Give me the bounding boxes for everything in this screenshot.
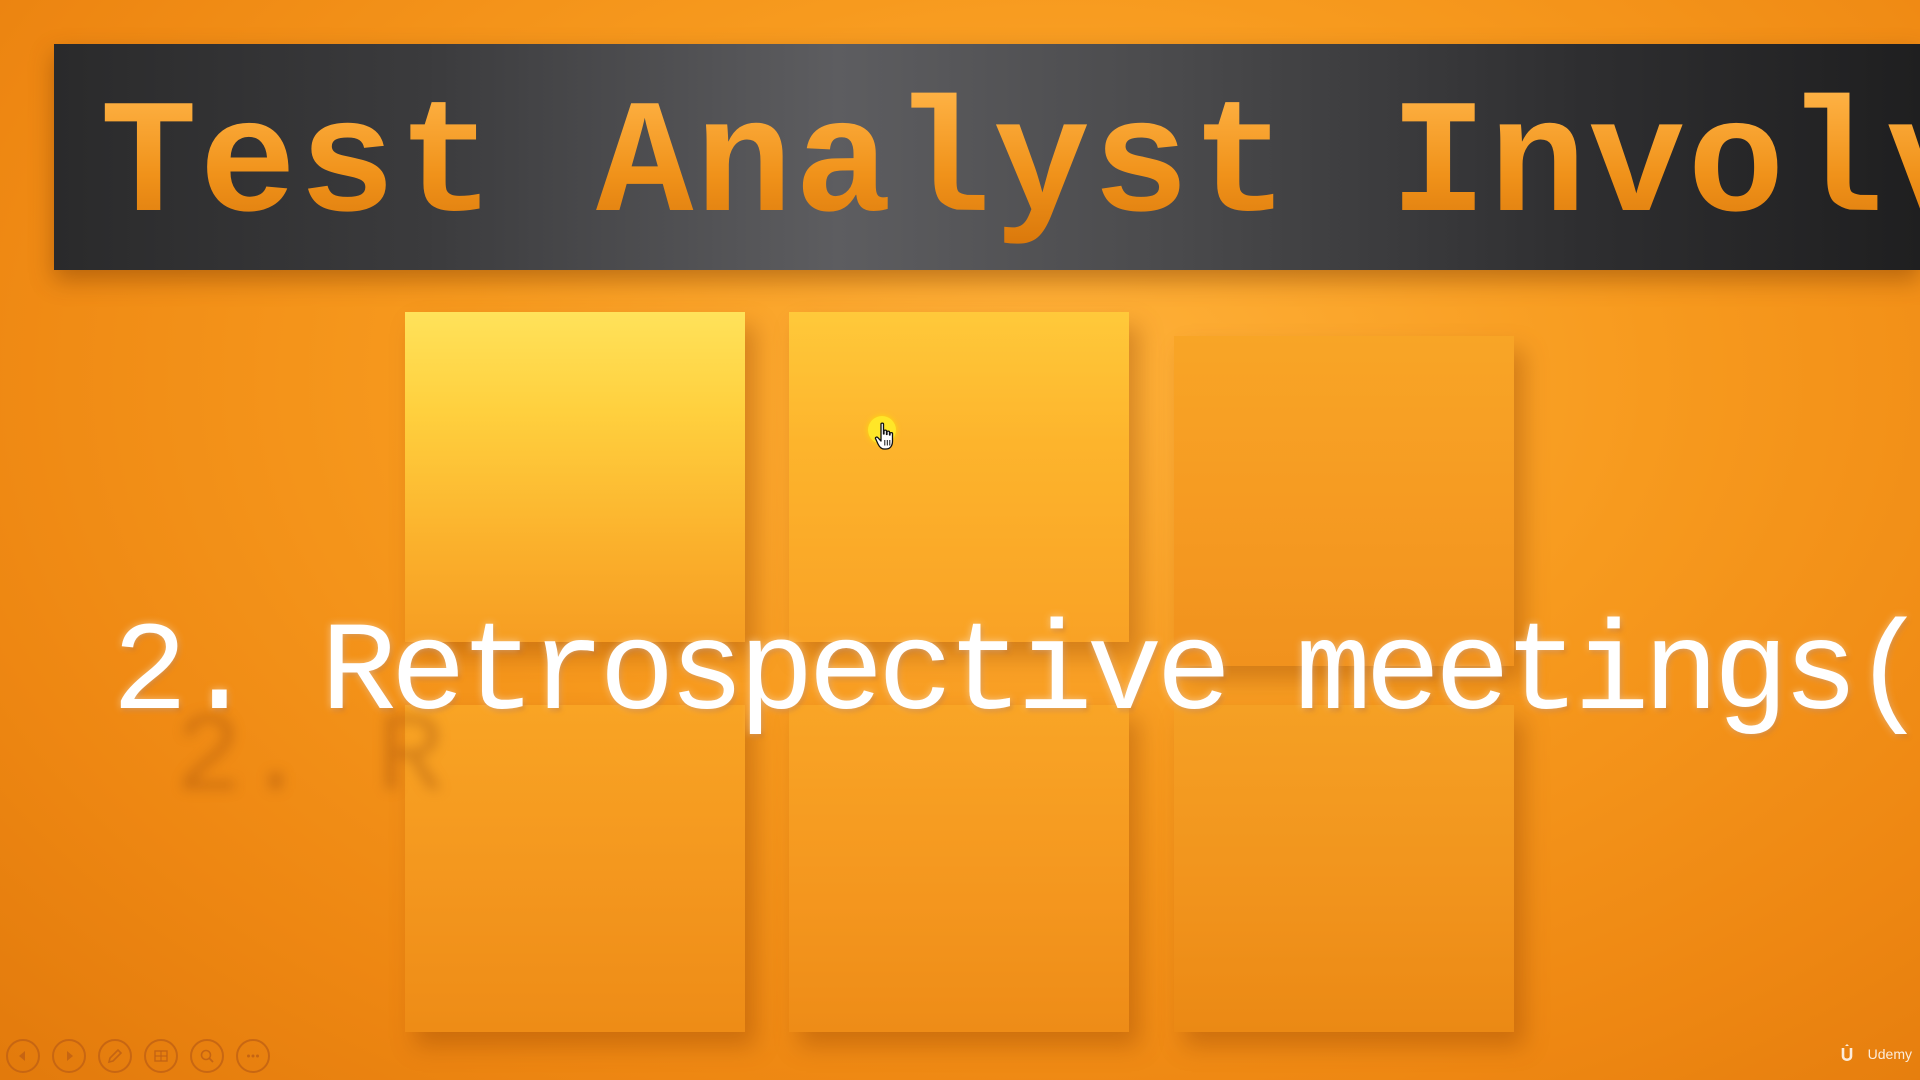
more-options-button[interactable]: [236, 1039, 270, 1073]
zoom-button[interactable]: [190, 1039, 224, 1073]
slide-title: Test Analyst Involvement: [100, 86, 1920, 248]
previous-slide-button[interactable]: [6, 1039, 40, 1073]
decorative-tile: [1174, 705, 1514, 1032]
arrow-left-icon: [19, 1051, 25, 1061]
next-slide-button[interactable]: [52, 1039, 86, 1073]
slide-bullet-text: 2. Retrospective meetings(“lessons: [112, 603, 1920, 746]
see-all-slides-button[interactable]: [144, 1039, 178, 1073]
udemy-brand-label: Udemy: [1867, 1046, 1912, 1062]
decorative-tile: [1174, 336, 1514, 666]
pen-icon: [107, 1048, 123, 1064]
slideshow-toolbar: [6, 1038, 270, 1074]
magnifier-icon: [200, 1049, 214, 1063]
udemy-watermark: Udemy: [1840, 1044, 1912, 1064]
decorative-tile: [405, 705, 745, 1032]
decorative-tile: [789, 705, 1129, 1032]
slides-grid-icon: [154, 1050, 168, 1062]
pen-tool-button[interactable]: [98, 1039, 132, 1073]
hand-cursor-icon: [874, 422, 894, 450]
title-bar: [54, 44, 1920, 270]
mouse-pointer: [868, 416, 904, 452]
decorative-tile: [405, 312, 745, 642]
bullet-text-shadow: 2. R: [175, 696, 444, 823]
udemy-logo-icon: [1841, 1044, 1852, 1062]
ellipsis-icon: [247, 1054, 259, 1058]
arrow-right-icon: [67, 1051, 73, 1061]
decorative-tile: [789, 312, 1129, 642]
